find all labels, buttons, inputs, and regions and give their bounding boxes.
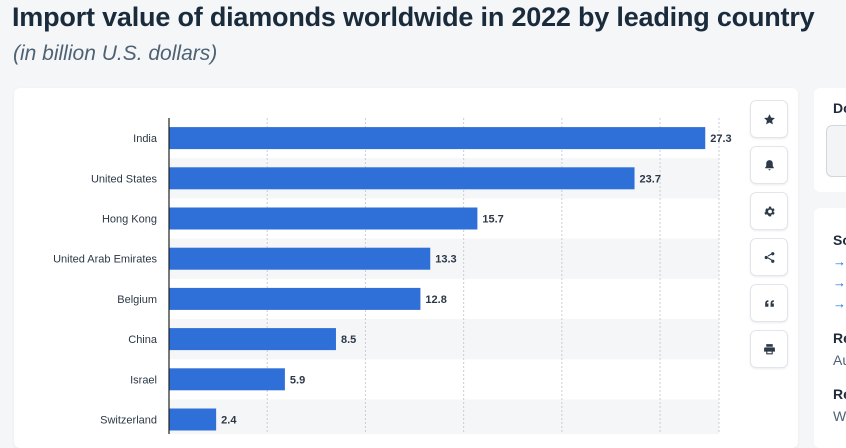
release-value: Au: [833, 352, 846, 368]
category-label: Switzerland: [100, 415, 157, 427]
print-button[interactable]: [750, 330, 788, 368]
bar: [169, 368, 285, 391]
printer-icon: [763, 343, 775, 354]
bar: [169, 207, 478, 230]
bar: [169, 247, 431, 270]
category-label: India: [133, 133, 158, 145]
download-option[interactable]: [826, 125, 846, 177]
bar-chart: India 27.3 United States 23.7 Hong Kong 15.7 U…: [53, 118, 732, 434]
source-heading: So: [833, 232, 846, 248]
category-label: Hong Kong: [102, 214, 157, 226]
source-link[interactable]: →: [833, 275, 846, 290]
category-label: United Arab Emirates: [53, 254, 157, 266]
bell-icon: [764, 159, 774, 170]
favorite-button[interactable]: [750, 100, 788, 138]
data-label: 13.3: [435, 254, 456, 266]
data-label: 2.4: [221, 415, 237, 427]
quote-icon: [764, 299, 774, 307]
share-icon: [764, 251, 774, 263]
region-heading: Re: [833, 386, 846, 402]
notification-button[interactable]: [750, 146, 788, 184]
star-icon: [763, 113, 775, 124]
bar: [169, 328, 336, 351]
data-label: 23.7: [640, 173, 661, 185]
share-button[interactable]: [750, 238, 788, 276]
chart-card: India 27.3 United States 23.7 Hong Kong 15.7 U…: [14, 88, 798, 448]
source-panel: So → → → Re Au Re W: [814, 208, 846, 448]
category-label: Israel: [130, 374, 157, 386]
page-title: Import value of diamonds worldwide in 20…: [12, 2, 815, 32]
category-label: Belgium: [117, 294, 157, 306]
data-label: 5.9: [290, 374, 305, 386]
data-label: 12.8: [425, 294, 446, 306]
source-link[interactable]: →: [833, 296, 846, 311]
region-value: W: [833, 408, 846, 424]
data-label: 8.5: [341, 334, 356, 346]
page-subtitle: (in billion U.S. dollars): [13, 42, 218, 65]
source-link[interactable]: →: [833, 254, 846, 269]
download-label: Do: [833, 100, 846, 116]
bar: [169, 167, 635, 190]
cite-button[interactable]: [750, 284, 788, 322]
gear-icon: [763, 206, 775, 216]
bar: [169, 127, 706, 150]
release-heading: Re: [833, 330, 846, 346]
bar: [169, 287, 421, 310]
category-label: United States: [91, 173, 158, 185]
download-panel: Do: [814, 88, 846, 192]
data-label: 15.7: [482, 214, 503, 226]
bar: [169, 408, 217, 431]
category-label: China: [128, 334, 158, 346]
data-label: 27.3: [710, 133, 731, 145]
settings-button[interactable]: [750, 192, 788, 230]
row-band: [169, 399, 719, 434]
